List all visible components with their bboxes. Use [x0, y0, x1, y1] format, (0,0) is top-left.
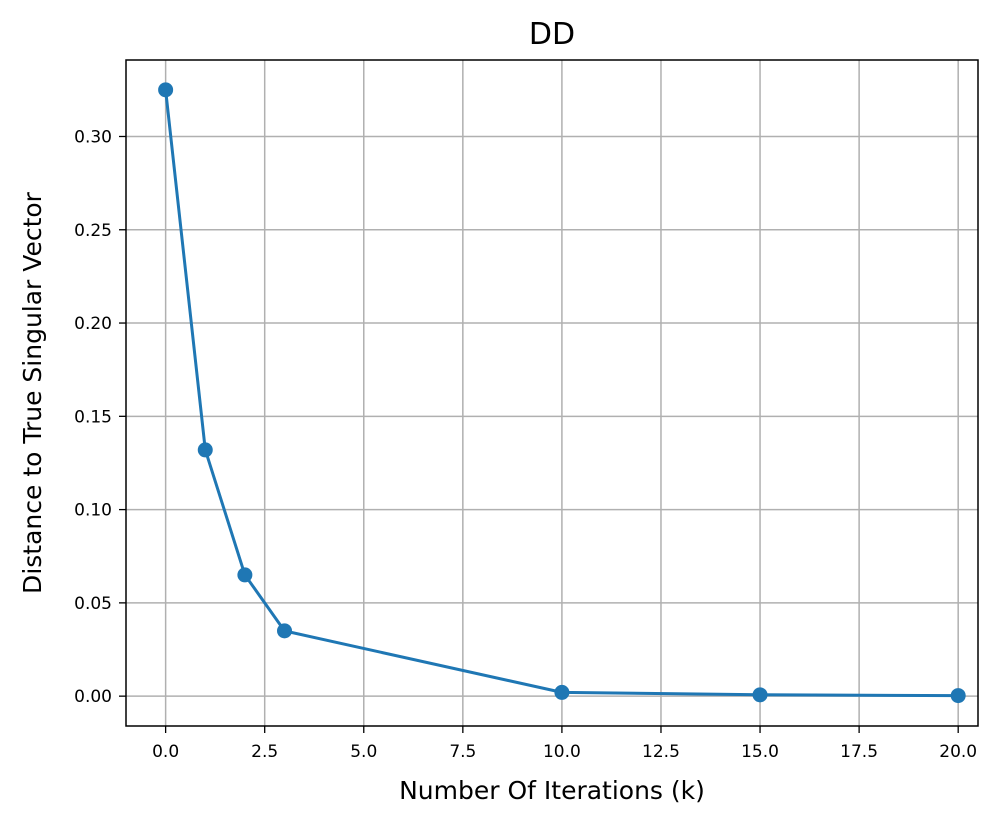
- grid: [126, 60, 978, 726]
- data-point: [158, 82, 174, 98]
- x-tick-label: 20.0: [939, 742, 977, 762]
- data-point: [752, 687, 768, 703]
- x-tick-label: 2.5: [251, 742, 278, 762]
- x-tick-label: 7.5: [449, 742, 476, 762]
- data-point: [197, 442, 213, 458]
- plot-frame: [125, 59, 979, 727]
- data-point: [554, 684, 570, 700]
- y-tick-label: 0.05: [74, 594, 112, 614]
- x-tick-label: 10.0: [543, 742, 581, 762]
- y-tick-label: 0.10: [74, 501, 112, 521]
- x-tick-label: 12.5: [642, 742, 680, 762]
- x-tick-label: 17.5: [840, 742, 878, 762]
- chart-title: DD: [529, 17, 575, 52]
- y-tick-label: 0.20: [74, 314, 112, 334]
- series-layer: [158, 82, 966, 704]
- axis-ticks: 0.0 2.5 5.0 7.5 10.0 12.5 15.0 17.5 20.0 0.00 0.05…: [74, 127, 977, 762]
- x-tick-label: 15.0: [741, 742, 779, 762]
- y-tick-label: 0.15: [74, 407, 112, 427]
- x-tick-label: 5.0: [350, 742, 377, 762]
- data-point: [237, 567, 253, 583]
- x-axis-label: Number Of Iterations (k): [399, 776, 705, 805]
- y-axis-label: Distance to True Singular Vector: [18, 191, 47, 594]
- data-point: [950, 688, 966, 704]
- x-tick-label: 0.0: [152, 742, 179, 762]
- y-tick-label: 0.00: [74, 687, 112, 707]
- y-tick-label: 0.30: [74, 127, 112, 147]
- y-tick-label: 0.25: [74, 221, 112, 241]
- data-point: [277, 623, 293, 639]
